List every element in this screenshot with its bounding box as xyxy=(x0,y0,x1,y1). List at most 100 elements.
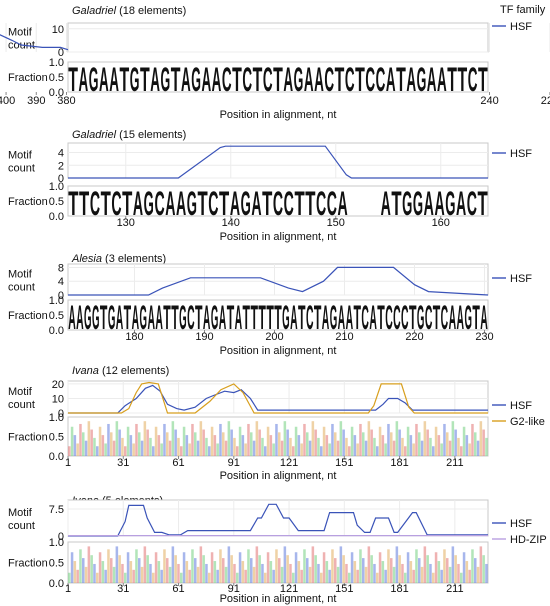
logo-letter: G xyxy=(130,61,140,99)
logo-stripe xyxy=(429,437,432,456)
logo-stripe xyxy=(168,566,172,583)
logo-stripe xyxy=(101,561,105,583)
logo-stripe xyxy=(84,566,88,583)
logo-letter: C xyxy=(385,299,393,337)
logo-stripe xyxy=(143,546,147,583)
logo-letter: T xyxy=(305,185,315,223)
logo-letter: A xyxy=(427,61,437,99)
series-line-g2-like xyxy=(68,381,488,414)
logo-stripe xyxy=(384,443,387,456)
logo-letter: C xyxy=(111,185,121,223)
logo-letter: A xyxy=(203,299,211,337)
x-axis-label: Position in alignment, nt xyxy=(220,593,337,605)
logo-letter: T xyxy=(377,299,385,337)
logo-stripe xyxy=(224,566,228,583)
panel-title: Ivana (12 elements) xyxy=(72,365,169,377)
logo-letter: A xyxy=(346,299,354,337)
title-italic: Galadriel xyxy=(72,5,117,17)
logo-stripe xyxy=(437,561,441,583)
logo-letter: A xyxy=(457,299,465,337)
logo-stripe xyxy=(185,435,189,456)
logo-stripe xyxy=(146,429,149,456)
logo-letter: A xyxy=(99,61,109,99)
logo-letter: T xyxy=(314,299,322,337)
logo-letter: A xyxy=(201,61,211,99)
panel-title: Galadriel (15 elements) xyxy=(72,129,186,141)
fraction-tick-label: 0.0 xyxy=(49,578,64,590)
logo-stripe xyxy=(443,423,446,456)
logo-stripe xyxy=(406,426,410,456)
logo-stripe xyxy=(448,440,452,456)
logo-letter: G xyxy=(294,61,304,99)
logo-stripe xyxy=(474,432,477,456)
logo-letter: A xyxy=(155,299,163,337)
logo-stripe xyxy=(387,423,390,456)
logo-stripe xyxy=(317,437,320,456)
logo-stripe xyxy=(154,426,158,456)
logo-stripe xyxy=(160,569,163,583)
logo-stripe xyxy=(82,558,85,583)
logo-stripe xyxy=(429,563,432,583)
logo-stripe xyxy=(303,423,306,456)
logo-letter: T xyxy=(122,185,132,223)
logo-letter: T xyxy=(391,185,401,223)
logo-stripe xyxy=(180,446,183,456)
logo-letter: C xyxy=(467,185,477,223)
series-line-hsf xyxy=(68,503,488,537)
logo-letter: A xyxy=(133,185,143,223)
logo-stripe xyxy=(121,437,124,456)
x-tick-label: 181 xyxy=(390,583,408,595)
logo-stripe xyxy=(264,446,267,456)
logo-stripe xyxy=(146,555,149,583)
logo-stripe xyxy=(132,569,135,583)
y-axis-label-top: Motif xyxy=(8,150,33,162)
logo-stripe xyxy=(331,549,334,583)
logo-letter: A xyxy=(76,299,84,337)
logo-stripe xyxy=(297,561,301,583)
logo-letter: A xyxy=(68,299,76,337)
logo-letter: C xyxy=(345,61,355,99)
logo-letter: A xyxy=(235,299,243,337)
logo-stripe xyxy=(104,443,107,456)
logo-letter: C xyxy=(316,185,326,223)
fraction-axis-label: Fraction xyxy=(8,558,48,570)
legend-label: HSF xyxy=(510,518,532,530)
logo-stripe xyxy=(289,563,292,583)
logo-stripe xyxy=(434,426,438,456)
logo-letter: T xyxy=(171,299,179,337)
logo-stripe xyxy=(322,552,326,583)
logo-stripe xyxy=(180,572,183,583)
fraction-axis-label: Fraction xyxy=(8,432,48,444)
logo-stripe xyxy=(252,440,256,456)
legend-label: G2-like xyxy=(510,416,545,428)
logo-stripe xyxy=(70,426,74,456)
series-line-hsf xyxy=(68,384,488,414)
logo-stripe xyxy=(110,432,113,456)
x-tick-label: 211 xyxy=(446,457,464,469)
logo-stripe xyxy=(359,549,362,583)
title-italic: Galadriel xyxy=(72,129,117,141)
logo-stripe xyxy=(191,549,194,583)
logo-stripe xyxy=(79,423,82,456)
logo-stripe xyxy=(446,558,449,583)
logo-stripe xyxy=(468,443,471,456)
logo-stripe xyxy=(272,569,275,583)
logo-stripe xyxy=(261,563,264,583)
logo-stripe xyxy=(222,432,225,456)
logo-stripe xyxy=(465,561,469,583)
logo-stripe xyxy=(149,437,152,456)
logo-letter: A xyxy=(437,61,447,99)
logo-letter: T xyxy=(171,61,181,99)
logo-stripe xyxy=(205,437,208,456)
logo-stripe xyxy=(182,552,186,583)
logo-stripe xyxy=(199,421,203,456)
logo-stripe xyxy=(107,423,110,456)
logo-letter: C xyxy=(327,185,337,223)
logo-stripe xyxy=(440,443,443,456)
legend-label: HSF xyxy=(510,400,532,412)
logo-stripe xyxy=(194,558,197,583)
fraction-axis-label: Fraction xyxy=(8,196,48,208)
x-tick-label: 181 xyxy=(390,457,408,469)
logo-letter: T xyxy=(478,61,488,99)
